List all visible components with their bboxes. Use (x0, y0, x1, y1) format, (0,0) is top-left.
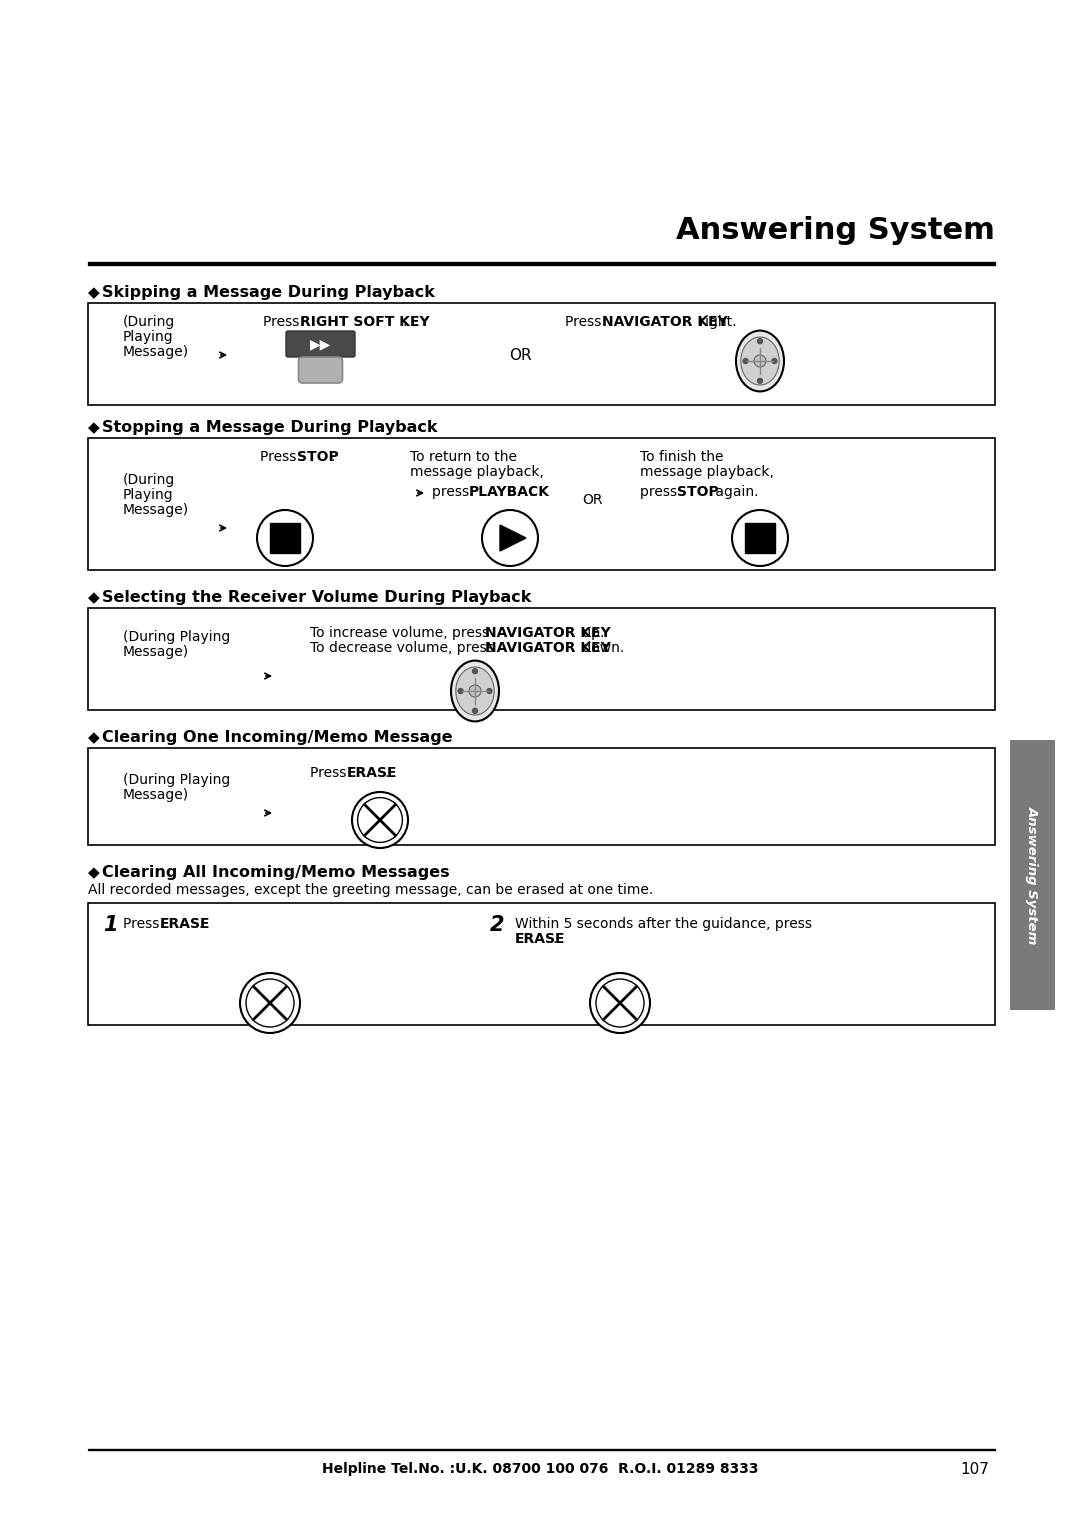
Circle shape (357, 798, 403, 842)
Text: Stopping a Message During Playback: Stopping a Message During Playback (102, 420, 437, 435)
Text: right.: right. (696, 315, 737, 329)
Circle shape (240, 973, 300, 1033)
Circle shape (743, 359, 748, 364)
Circle shape (473, 709, 477, 714)
Bar (745, 523, 775, 553)
Text: Press: Press (310, 766, 351, 779)
Text: ◆: ◆ (87, 286, 99, 299)
Text: OR: OR (509, 347, 531, 362)
Text: press: press (640, 484, 681, 500)
Circle shape (596, 979, 644, 1027)
Text: To finish the: To finish the (640, 451, 724, 465)
Text: 1: 1 (103, 915, 118, 935)
Text: RIGHT SOFT KEY: RIGHT SOFT KEY (300, 315, 430, 329)
Text: PLAYBACK: PLAYBACK (469, 484, 550, 500)
Text: STOP: STOP (297, 451, 339, 465)
Bar (87, 439, 995, 570)
Circle shape (469, 685, 481, 697)
Text: NAVIGATOR KEY: NAVIGATOR KEY (485, 626, 611, 640)
Text: Answering System: Answering System (1026, 805, 1039, 944)
Circle shape (772, 359, 777, 364)
Text: Press: Press (565, 315, 606, 329)
Text: Helpline Tel.No. :U.K. 08700 100 076  R.O.I. 01289 8333: Helpline Tel.No. :U.K. 08700 100 076 R.O… (322, 1462, 758, 1476)
Bar (87, 303, 995, 405)
Bar (270, 523, 300, 553)
Text: .: . (198, 917, 202, 931)
Text: Clearing All Incoming/Memo Messages: Clearing All Incoming/Memo Messages (102, 865, 449, 880)
Circle shape (487, 689, 491, 694)
Bar (87, 261, 995, 264)
Text: ◆: ◆ (87, 420, 99, 435)
Bar (1010, 740, 1055, 1010)
Text: press: press (432, 484, 473, 500)
Text: Clearing One Incoming/Memo Message: Clearing One Incoming/Memo Message (102, 730, 453, 746)
Ellipse shape (735, 330, 784, 391)
Text: (During: (During (123, 474, 175, 487)
Text: ◆: ◆ (87, 730, 99, 746)
Text: Playing: Playing (123, 487, 174, 503)
Text: up.: up. (578, 626, 605, 640)
Text: down.: down. (578, 642, 624, 656)
Circle shape (482, 510, 538, 565)
Text: .: . (402, 315, 406, 329)
Bar (87, 903, 995, 1025)
Text: Message): Message) (123, 788, 189, 802)
Bar (87, 749, 995, 845)
Polygon shape (500, 526, 526, 552)
Text: 107: 107 (960, 1462, 989, 1478)
Text: ERASE: ERASE (515, 932, 566, 946)
Ellipse shape (451, 660, 499, 721)
Text: Within 5 seconds after the guidance, press: Within 5 seconds after the guidance, pre… (515, 917, 812, 931)
Text: To return to the: To return to the (410, 451, 517, 465)
Text: 2: 2 (490, 915, 504, 935)
Text: NAVIGATOR KEY: NAVIGATOR KEY (485, 642, 611, 656)
Circle shape (754, 354, 766, 367)
Circle shape (757, 379, 762, 384)
Text: (During Playing: (During Playing (123, 630, 230, 643)
Text: STOP: STOP (677, 484, 719, 500)
Ellipse shape (741, 338, 779, 385)
Circle shape (590, 973, 650, 1033)
Bar (87, 608, 995, 711)
Text: Press: Press (264, 315, 303, 329)
Circle shape (257, 510, 313, 565)
Text: ◆: ◆ (87, 590, 99, 605)
Circle shape (757, 339, 762, 344)
Ellipse shape (456, 668, 495, 715)
Text: Message): Message) (123, 345, 189, 359)
Text: Press: Press (260, 451, 300, 465)
Text: To increase volume, press: To increase volume, press (310, 626, 494, 640)
Text: Playing: Playing (123, 330, 174, 344)
Text: Selecting the Receiver Volume During Playback: Selecting the Receiver Volume During Pla… (102, 590, 531, 605)
Circle shape (352, 792, 408, 848)
Text: ◆: ◆ (87, 865, 99, 880)
FancyBboxPatch shape (286, 332, 355, 358)
Text: ERASE: ERASE (160, 917, 211, 931)
Text: NAVIGATOR KEY: NAVIGATOR KEY (602, 315, 728, 329)
Text: Press: Press (123, 917, 164, 931)
Text: (During Playing: (During Playing (123, 773, 230, 787)
FancyBboxPatch shape (298, 358, 342, 384)
Text: again.: again. (711, 484, 758, 500)
Circle shape (473, 669, 477, 674)
Text: All recorded messages, except the greeting message, can be erased at one time.: All recorded messages, except the greeti… (87, 883, 653, 897)
Text: ▶▶: ▶▶ (310, 338, 332, 351)
Text: (During: (During (123, 315, 175, 329)
Text: Answering System: Answering System (676, 215, 995, 244)
Text: .: . (330, 451, 336, 465)
Circle shape (458, 689, 463, 694)
Text: .: . (553, 932, 557, 946)
Text: ERASE: ERASE (347, 766, 397, 779)
Text: .: . (529, 484, 534, 500)
Text: Message): Message) (123, 645, 189, 659)
Text: message playback,: message playback, (410, 465, 544, 478)
Text: OR: OR (582, 494, 603, 507)
Text: .: . (384, 766, 390, 779)
Circle shape (246, 979, 294, 1027)
Text: Message): Message) (123, 503, 189, 516)
Text: Skipping a Message During Playback: Skipping a Message During Playback (102, 286, 435, 299)
Text: To decrease volume, press: To decrease volume, press (310, 642, 498, 656)
Text: message playback,: message playback, (640, 465, 774, 478)
Circle shape (732, 510, 788, 565)
